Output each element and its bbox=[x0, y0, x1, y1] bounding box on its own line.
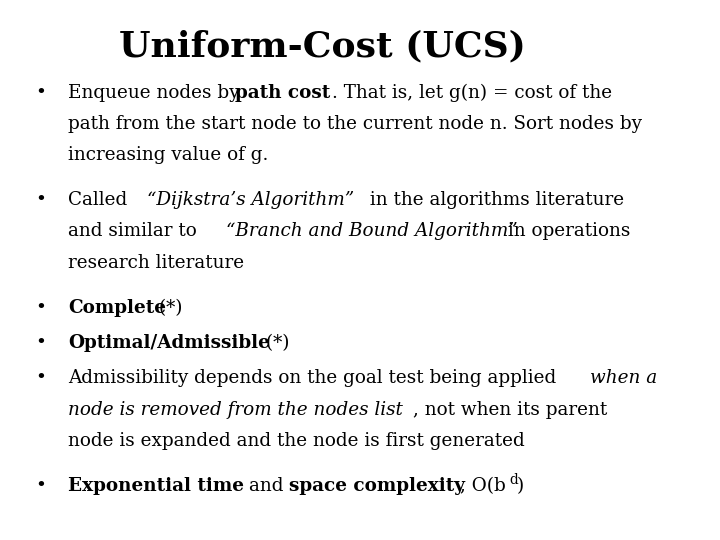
Text: . That is, let g(n) = cost of the: . That is, let g(n) = cost of the bbox=[331, 84, 612, 102]
Text: increasing value of g.: increasing value of g. bbox=[68, 146, 268, 164]
Text: •: • bbox=[35, 477, 46, 495]
Text: path from the start node to the current node n. Sort nodes by: path from the start node to the current … bbox=[68, 115, 642, 133]
Text: and: and bbox=[249, 477, 289, 495]
Text: (*): (*) bbox=[153, 299, 183, 316]
Text: Admissibility depends on the goal test being applied: Admissibility depends on the goal test b… bbox=[68, 369, 562, 387]
Text: •: • bbox=[35, 369, 46, 387]
Text: space complexity: space complexity bbox=[289, 477, 465, 495]
Text: and similar to: and similar to bbox=[68, 222, 208, 240]
Text: Optimal/Admissible: Optimal/Admissible bbox=[68, 334, 270, 352]
Text: in the algorithms literature: in the algorithms literature bbox=[364, 191, 624, 209]
Text: Uniform-Cost (UCS): Uniform-Cost (UCS) bbox=[120, 30, 526, 64]
Text: “Dijkstra’s Algorithm”: “Dijkstra’s Algorithm” bbox=[147, 191, 354, 209]
Text: Called: Called bbox=[68, 191, 139, 209]
Text: , not when its parent: , not when its parent bbox=[413, 401, 607, 418]
Text: path cost: path cost bbox=[235, 84, 330, 102]
Text: node is expanded and the node is first generated: node is expanded and the node is first g… bbox=[68, 432, 524, 450]
Text: when a: when a bbox=[590, 369, 657, 387]
Text: , O(b: , O(b bbox=[460, 477, 505, 495]
Text: “Branch and Bound Algorithm”: “Branch and Bound Algorithm” bbox=[225, 222, 517, 240]
Text: node is removed from the nodes list: node is removed from the nodes list bbox=[68, 401, 402, 418]
Text: •: • bbox=[35, 334, 46, 352]
Text: Complete: Complete bbox=[68, 299, 166, 316]
Text: Exponential time: Exponential time bbox=[68, 477, 250, 495]
Text: ): ) bbox=[516, 477, 523, 495]
Text: Enqueue nodes by: Enqueue nodes by bbox=[68, 84, 245, 102]
Text: d: d bbox=[509, 472, 518, 487]
Text: •: • bbox=[35, 191, 46, 209]
Text: •: • bbox=[35, 299, 46, 316]
Text: (*): (*) bbox=[260, 334, 289, 352]
Text: research literature: research literature bbox=[68, 254, 244, 272]
Text: in operations: in operations bbox=[502, 222, 630, 240]
Text: •: • bbox=[35, 84, 46, 102]
